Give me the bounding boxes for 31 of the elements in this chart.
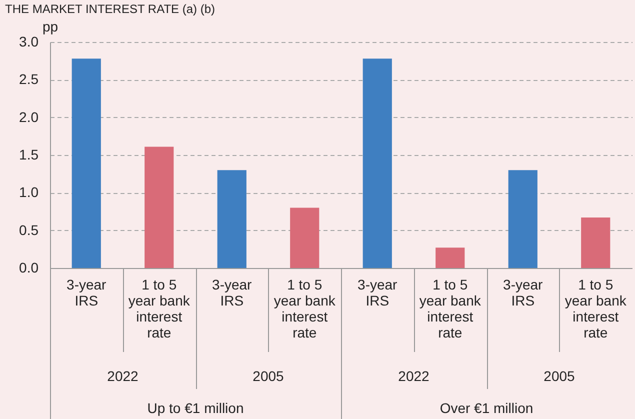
- x-tick-label: 1 to 5 year bank interest rate: [274, 276, 336, 340]
- x-tick-label: 3-year IRS: [503, 276, 544, 308]
- text: Up to €1 million: [146, 400, 245, 416]
- bar: [508, 170, 538, 268]
- bar: [362, 58, 392, 268]
- y-tick-label: 0.5: [19, 222, 39, 238]
- x-tick-label: 3-year IRS: [358, 276, 398, 308]
- bar: [581, 218, 610, 268]
- text: Over €1 million: [438, 400, 534, 416]
- y-axis-title: pp: [42, 18, 58, 34]
- bar: [290, 208, 320, 268]
- x-tick-label: 1 to 5 year bank interest rate: [564, 276, 628, 340]
- y-tick-label: 1.0: [19, 184, 39, 200]
- y-tick-label: 3.0: [19, 34, 39, 50]
- x-tick-label: 3-year IRS: [212, 276, 252, 308]
- bar: [436, 248, 465, 268]
- text: 2005: [252, 368, 285, 384]
- bar: [72, 58, 101, 268]
- text: 2022: [397, 368, 430, 384]
- bar: [217, 170, 246, 268]
- text: 2022: [106, 368, 140, 384]
- y-tick-label: 0.0: [19, 260, 39, 276]
- y-tick-label: 1.5: [19, 146, 39, 162]
- bar: [144, 146, 174, 268]
- y-tick-label: 2.0: [19, 108, 39, 125]
- x-tick-label: 1 to 5 year bank interest rate: [128, 276, 191, 340]
- y-tick-label: 2.5: [19, 71, 39, 88]
- x-tick-label: 1 to 5 year bank interest rate: [419, 276, 482, 340]
- text: 2005: [542, 368, 576, 384]
- chart-title: THE MARKET INTEREST RATE (a) (b): [5, 2, 216, 16]
- x-tick-label: 3-year IRS: [66, 276, 107, 308]
